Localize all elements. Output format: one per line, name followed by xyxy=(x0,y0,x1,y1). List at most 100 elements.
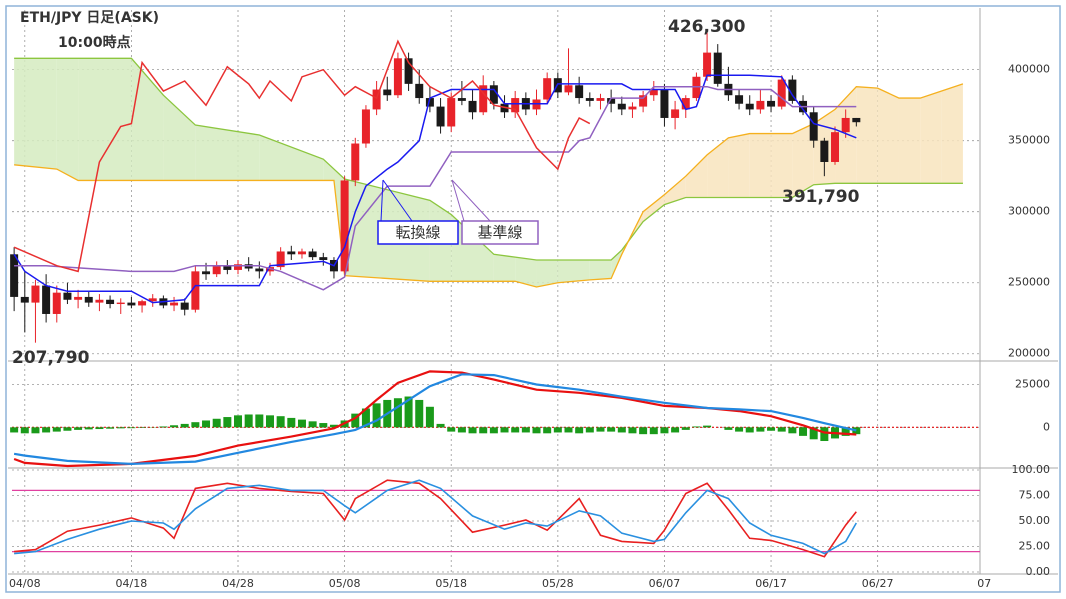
histogram-bar xyxy=(735,427,744,432)
candle-body xyxy=(361,109,370,144)
histogram-bar xyxy=(42,427,51,433)
histogram-bar xyxy=(212,418,221,428)
candle-body xyxy=(703,52,712,77)
candle-body xyxy=(74,296,83,300)
histogram-bar xyxy=(159,426,168,428)
candle-body xyxy=(180,302,189,310)
histogram-bar xyxy=(202,420,211,428)
candle-body xyxy=(596,98,605,101)
histogram-bar xyxy=(799,427,808,436)
candle-body xyxy=(31,285,40,303)
cloud-fill xyxy=(131,58,164,181)
histogram-bar xyxy=(660,427,669,434)
histogram-bar xyxy=(767,427,776,431)
candle-body xyxy=(42,285,51,314)
histogram-bar xyxy=(649,427,658,435)
candle-body xyxy=(564,85,573,93)
candle-body xyxy=(319,257,328,260)
chart-title: ETH/JPY 日足(ASK) xyxy=(20,10,159,26)
candle-body xyxy=(479,85,488,113)
candle-body xyxy=(127,302,136,306)
callout-box xyxy=(461,220,539,245)
indicator-line xyxy=(13,39,591,273)
y-tick-label: 350000 xyxy=(1008,134,1050,147)
candle-body xyxy=(447,98,456,127)
histogram-bar xyxy=(724,427,733,430)
candle-body xyxy=(489,85,498,104)
span-b-line xyxy=(14,83,964,288)
histogram-bar xyxy=(447,427,456,432)
indicator-line xyxy=(14,85,857,291)
histogram-bar xyxy=(116,427,125,429)
histogram-bar xyxy=(10,427,19,433)
histogram-bar xyxy=(276,416,285,428)
candle-body xyxy=(628,106,637,110)
candle-body xyxy=(713,52,722,84)
span-a-line xyxy=(14,57,963,261)
histogram-bar xyxy=(297,419,306,428)
callout-connector xyxy=(451,179,465,222)
cloud-fill xyxy=(685,154,708,198)
candle-body xyxy=(841,117,850,133)
cloud-fill xyxy=(14,58,57,170)
candle-body xyxy=(745,103,754,110)
candle-body xyxy=(297,251,306,255)
histogram-bar xyxy=(617,427,626,433)
histogram-bar xyxy=(106,427,115,429)
histogram-bar xyxy=(234,415,243,428)
histogram-bar xyxy=(170,425,179,428)
histogram-bar xyxy=(180,423,189,428)
candle-body xyxy=(468,100,477,113)
histogram-bar xyxy=(308,421,317,428)
candle-body xyxy=(234,264,243,270)
candle-body xyxy=(777,79,786,107)
y-tick-label: 200000 xyxy=(1008,347,1050,360)
histogram-bar xyxy=(244,414,253,428)
x-tick-label: 04/18 xyxy=(116,577,148,590)
candle-body xyxy=(660,89,669,118)
candle-body xyxy=(10,254,19,297)
histogram-bar xyxy=(351,413,360,428)
candle-body xyxy=(276,251,285,268)
candle-body xyxy=(95,299,104,303)
histogram-bar xyxy=(585,427,594,433)
callout-connector xyxy=(380,179,384,222)
macd-line xyxy=(13,373,857,466)
histogram-bar xyxy=(265,415,274,428)
candle-body xyxy=(116,302,125,305)
cloud-fill xyxy=(515,257,537,287)
candle-body xyxy=(671,109,680,118)
histogram-bar xyxy=(223,417,232,428)
cloud-fill xyxy=(493,254,516,282)
y-tick-label: 75.00 xyxy=(1019,489,1051,502)
histogram-bar xyxy=(692,426,701,428)
histogram-bar xyxy=(393,398,402,428)
x-tick-label: 06/27 xyxy=(862,577,894,590)
cloud-fill xyxy=(856,86,878,184)
y-tick-label: 50.00 xyxy=(1019,514,1051,527)
cloud-fill xyxy=(259,134,324,181)
x-tick-label: 05/18 xyxy=(435,577,467,590)
candle-body xyxy=(820,140,829,162)
cloud-fill xyxy=(163,95,196,181)
y-tick-label: 25.00 xyxy=(1019,540,1051,553)
candle-body xyxy=(351,143,360,181)
histogram-bar xyxy=(553,427,562,433)
histogram-bar xyxy=(500,427,509,433)
candle-body xyxy=(393,58,402,96)
candle-body xyxy=(212,265,221,275)
oscillator-line xyxy=(14,479,857,558)
histogram-bar xyxy=(425,406,434,428)
candle-body xyxy=(788,79,797,101)
y-tick-label: 300000 xyxy=(1008,205,1050,218)
callout-label: 基準線 xyxy=(477,224,522,242)
candle-body xyxy=(543,78,552,100)
histogram-bar xyxy=(20,427,29,434)
x-tick-label: 07 xyxy=(977,577,991,590)
candle-body xyxy=(511,98,520,113)
cloud-fill xyxy=(749,133,772,198)
histogram-bar xyxy=(255,414,264,428)
histogram-bar xyxy=(639,427,648,435)
frame xyxy=(5,5,1061,593)
x-tick-label: 06/17 xyxy=(755,577,787,590)
